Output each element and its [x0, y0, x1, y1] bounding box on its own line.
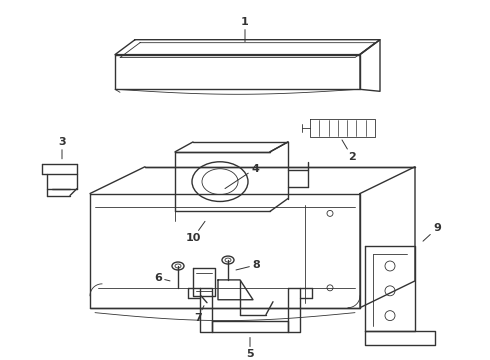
Text: 2: 2: [342, 140, 356, 162]
Text: 1: 1: [241, 17, 249, 42]
Text: 6: 6: [154, 273, 170, 283]
Text: 10: 10: [185, 221, 205, 243]
Text: 5: 5: [246, 337, 254, 359]
Text: 7: 7: [194, 306, 204, 323]
Text: 3: 3: [58, 137, 66, 159]
Text: 8: 8: [236, 260, 260, 270]
Text: 4: 4: [225, 164, 259, 189]
Text: 9: 9: [423, 223, 441, 241]
